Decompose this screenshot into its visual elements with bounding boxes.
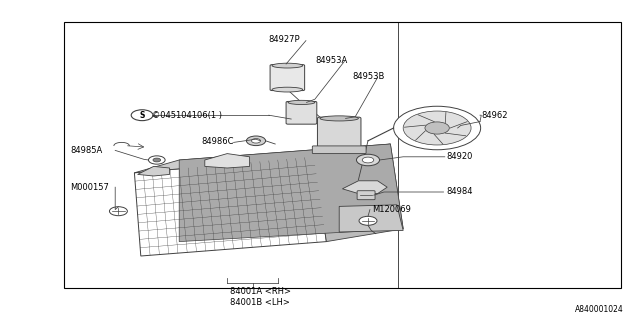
Circle shape (131, 110, 153, 121)
Text: ©045104106(1 ): ©045104106(1 ) (152, 111, 222, 120)
Polygon shape (179, 144, 403, 242)
Ellipse shape (272, 87, 303, 92)
Text: 84985A: 84985A (70, 146, 102, 155)
Text: 84953A: 84953A (316, 56, 348, 65)
Circle shape (359, 216, 377, 225)
Polygon shape (138, 166, 170, 176)
Text: 84953B: 84953B (352, 72, 385, 81)
Text: 84986C: 84986C (202, 137, 234, 146)
FancyBboxPatch shape (312, 146, 366, 154)
Polygon shape (314, 144, 403, 242)
Circle shape (252, 139, 260, 143)
Circle shape (356, 154, 380, 166)
Text: 84984: 84984 (446, 188, 472, 196)
Ellipse shape (288, 100, 315, 105)
Circle shape (109, 207, 127, 216)
Circle shape (403, 111, 471, 145)
Circle shape (425, 122, 449, 134)
FancyBboxPatch shape (270, 65, 305, 91)
Circle shape (153, 158, 161, 162)
Bar (64, 22, 621, 288)
Circle shape (394, 106, 481, 150)
Text: 84927P: 84927P (269, 35, 300, 44)
Text: M120069: M120069 (372, 205, 412, 214)
Polygon shape (205, 154, 250, 168)
Polygon shape (134, 144, 390, 173)
Circle shape (362, 157, 374, 163)
Text: 84001A <RH>: 84001A <RH> (230, 287, 291, 296)
FancyBboxPatch shape (357, 191, 375, 200)
Circle shape (246, 136, 266, 146)
Text: 84001B <LH>: 84001B <LH> (230, 298, 291, 307)
FancyBboxPatch shape (286, 101, 317, 124)
Polygon shape (339, 205, 403, 232)
Text: 84962: 84962 (481, 111, 508, 120)
Ellipse shape (272, 63, 303, 68)
Text: S: S (140, 111, 145, 120)
Circle shape (148, 156, 165, 164)
Text: 84920: 84920 (447, 152, 473, 161)
Ellipse shape (320, 116, 358, 121)
Polygon shape (342, 181, 387, 194)
FancyBboxPatch shape (317, 117, 361, 148)
Polygon shape (134, 157, 326, 256)
Text: M000157: M000157 (70, 183, 109, 192)
Text: A840001024: A840001024 (575, 305, 624, 314)
